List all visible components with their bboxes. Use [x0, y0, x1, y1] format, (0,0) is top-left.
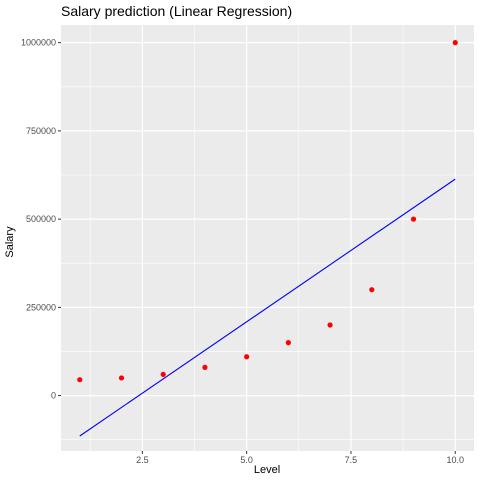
regression-line: [79, 178, 456, 437]
x-tick-label: 5.0: [240, 455, 253, 465]
data-point: [202, 364, 208, 370]
data-point: [327, 322, 333, 328]
plot-panel: [61, 25, 474, 451]
data-point: [410, 216, 417, 222]
data-point: [244, 354, 250, 360]
y-tick-label: 0: [51, 391, 56, 401]
y-tick-label: 750000: [26, 126, 56, 136]
data-point: [452, 40, 458, 46]
regression-line-layer: [79, 178, 456, 437]
data-point: [160, 371, 166, 378]
y-tick-label: 500000: [26, 214, 56, 224]
data-point: [369, 287, 375, 293]
data-point: [118, 375, 125, 381]
data-point: [77, 377, 83, 383]
x-tick-label: 10.0: [446, 455, 464, 465]
grid-minor: [61, 25, 474, 451]
x-tick-label: 7.5: [345, 455, 358, 465]
y-axis-title: Salary: [4, 226, 16, 258]
chart-title: Salary prediction (Linear Regression): [61, 3, 292, 19]
grid-major: [61, 25, 474, 451]
y-axis: 0 250000 500000 750000 1000000: [21, 38, 61, 401]
x-tick-label: 2.5: [136, 455, 149, 465]
x-axis: 2.5 5.0 7.5 10.0: [136, 451, 464, 465]
x-axis-title: Level: [254, 464, 280, 476]
y-tick-label: 250000: [26, 302, 56, 312]
y-tick-label: 1000000: [21, 38, 56, 48]
data-point: [285, 340, 291, 346]
data-points: [77, 40, 458, 383]
